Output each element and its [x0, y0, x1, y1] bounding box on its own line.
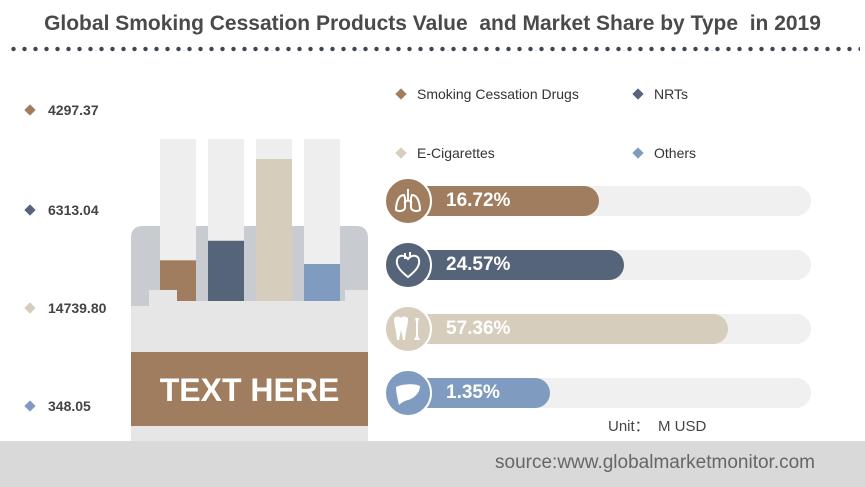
- pack-flap: [131, 290, 368, 326]
- cigarette-pack-graphic: TEXT HERE: [131, 139, 368, 444]
- value-text: 6313.04: [48, 202, 99, 218]
- value-text: 4297.37: [48, 102, 99, 118]
- share-bar-fill: [386, 314, 729, 344]
- footer: source:www.globalmarketmonitor.com: [0, 441, 865, 487]
- lungs-icon: [384, 177, 432, 225]
- value-text: 14739.80: [48, 300, 107, 316]
- dotted-divider: [8, 46, 860, 52]
- cigarette-bars: [160, 139, 340, 302]
- pack-label-text: TEXT HERE: [160, 372, 340, 408]
- value-bar: [304, 264, 340, 302]
- legend-item-nrts: NRTs: [632, 86, 688, 102]
- pack-label-band: [131, 352, 368, 426]
- source-text: source:www.globalmarketmonitor.com: [495, 452, 815, 473]
- value-label-drugs: 4297.37: [24, 100, 99, 120]
- share-label: 16.72%: [446, 190, 511, 211]
- diamond-marker-icon: [395, 88, 407, 100]
- unit-label: Unit： M USD: [608, 418, 707, 435]
- share-label: 57.36%: [446, 318, 511, 339]
- share-label: 1.35%: [446, 382, 500, 403]
- legend-item-drugs: Smoking Cessation Drugs: [395, 86, 579, 102]
- heart-icon: [384, 241, 432, 289]
- value-bar: [256, 159, 292, 302]
- chart-title: Global Smoking Cessation Products Value …: [44, 12, 821, 35]
- diamond-marker-icon: [395, 147, 407, 159]
- value-label-nrts: 6313.04: [24, 200, 99, 220]
- diamond-marker-icon: [632, 88, 644, 100]
- diamond-marker-icon: [632, 147, 644, 159]
- legend-label: E-Cigarettes: [417, 145, 495, 161]
- value-bar: [208, 240, 244, 302]
- legend-label: Smoking Cessation Drugs: [417, 86, 579, 102]
- share-label: 24.57%: [446, 254, 511, 275]
- legend-item-others: Others: [632, 145, 697, 161]
- legend-label: Others: [654, 145, 697, 161]
- diamond-marker-icon: [24, 204, 36, 216]
- value-label-ecig: 14739.80: [24, 298, 107, 318]
- value-text: 348.05: [48, 398, 91, 414]
- diamond-marker-icon: [24, 104, 36, 116]
- tooth-bone-icon: [384, 305, 432, 353]
- value-label-others: 348.05: [24, 396, 91, 416]
- diamond-marker-icon: [24, 400, 36, 412]
- legend-item-ecig: E-Cigarettes: [395, 145, 495, 161]
- legend-label: NRTs: [654, 86, 688, 102]
- liver-icon: [384, 369, 432, 417]
- diamond-marker-icon: [24, 302, 36, 314]
